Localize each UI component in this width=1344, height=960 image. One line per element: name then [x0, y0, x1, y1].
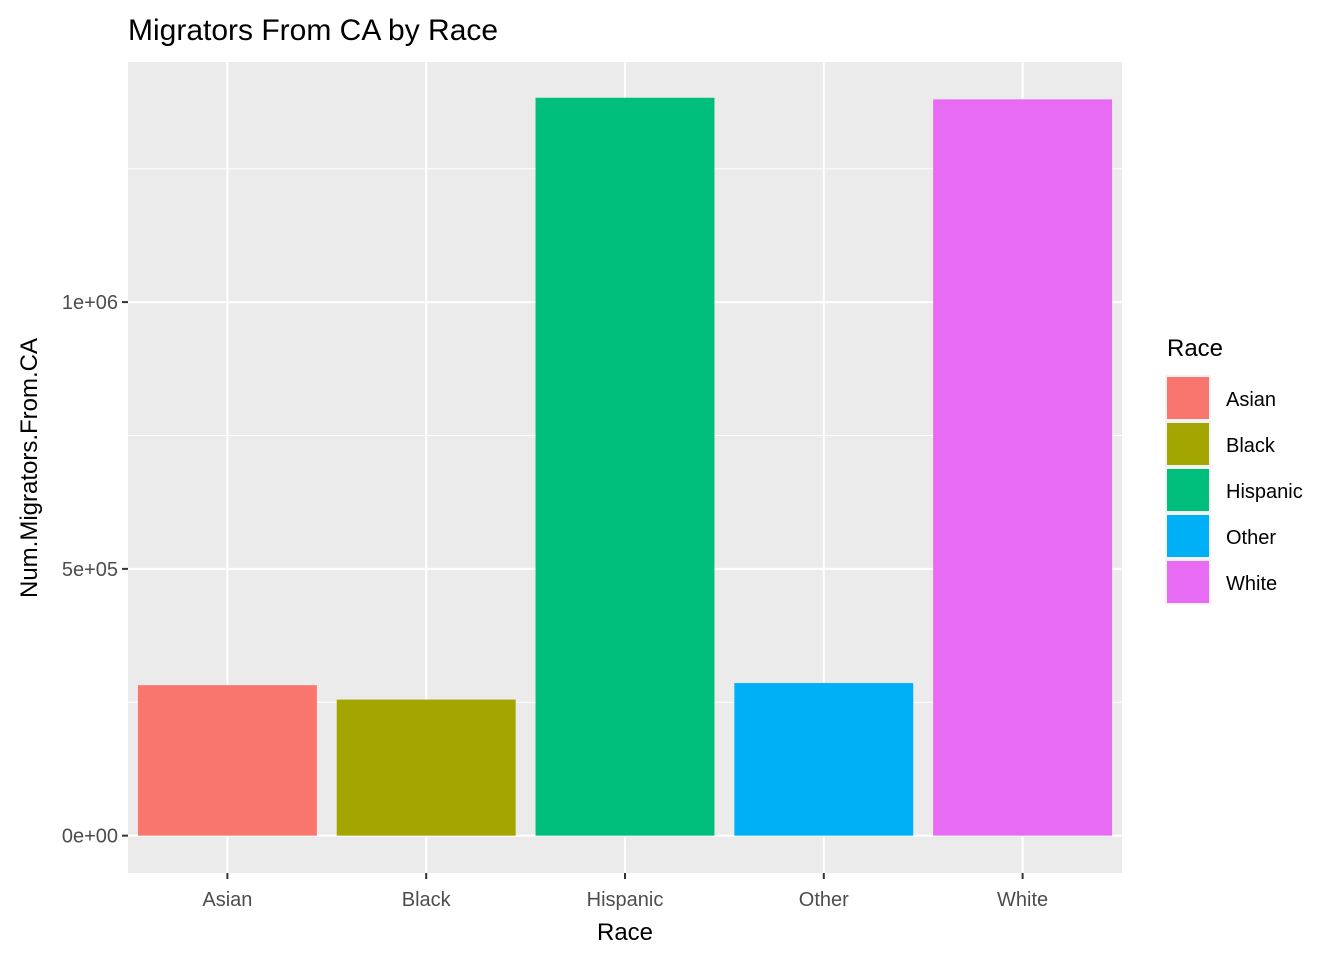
legend-label: Asian: [1226, 389, 1276, 411]
x-tick-label: Hispanic: [587, 889, 664, 911]
y-tick-label: 5e+05: [62, 559, 118, 581]
legend-swatch: [1167, 515, 1209, 557]
legend-label: Black: [1226, 435, 1276, 457]
legend-label: Other: [1226, 527, 1276, 549]
legend-swatch: [1167, 377, 1209, 419]
chart-title: Migrators From CA by Race: [128, 14, 498, 47]
y-axis: 0e+00 5e+05 1e+06: [62, 292, 128, 848]
x-tick-label: Other: [799, 889, 849, 911]
x-axis: Asian Black Hispanic Other White: [202, 873, 1048, 911]
x-tick-label: White: [997, 889, 1048, 911]
bar-asian: [137, 685, 317, 836]
legend-swatch: [1167, 423, 1209, 465]
bar-white: [933, 99, 1113, 836]
y-tick-label: 1e+06: [62, 292, 118, 314]
legend-label: White: [1226, 573, 1277, 595]
legend-items: Asian Black Hispanic Other White: [1165, 375, 1303, 605]
bar-hispanic: [535, 97, 715, 836]
legend-swatch: [1167, 561, 1209, 603]
legend: Race Asian Black Hispanic Other White: [1165, 335, 1303, 605]
bar-black: [336, 699, 516, 836]
x-tick-label: Black: [402, 889, 452, 911]
legend-swatch: [1167, 469, 1209, 511]
x-tick-label: Asian: [202, 889, 252, 911]
legend-title: Race: [1167, 335, 1223, 362]
bars: [137, 97, 1113, 836]
y-tick-label: 0e+00: [62, 826, 118, 848]
bar-other: [734, 683, 914, 836]
y-axis-title: Num.Migrators.From.CA: [16, 338, 43, 598]
x-axis-title: Race: [597, 919, 653, 946]
legend-label: Hispanic: [1226, 481, 1303, 503]
